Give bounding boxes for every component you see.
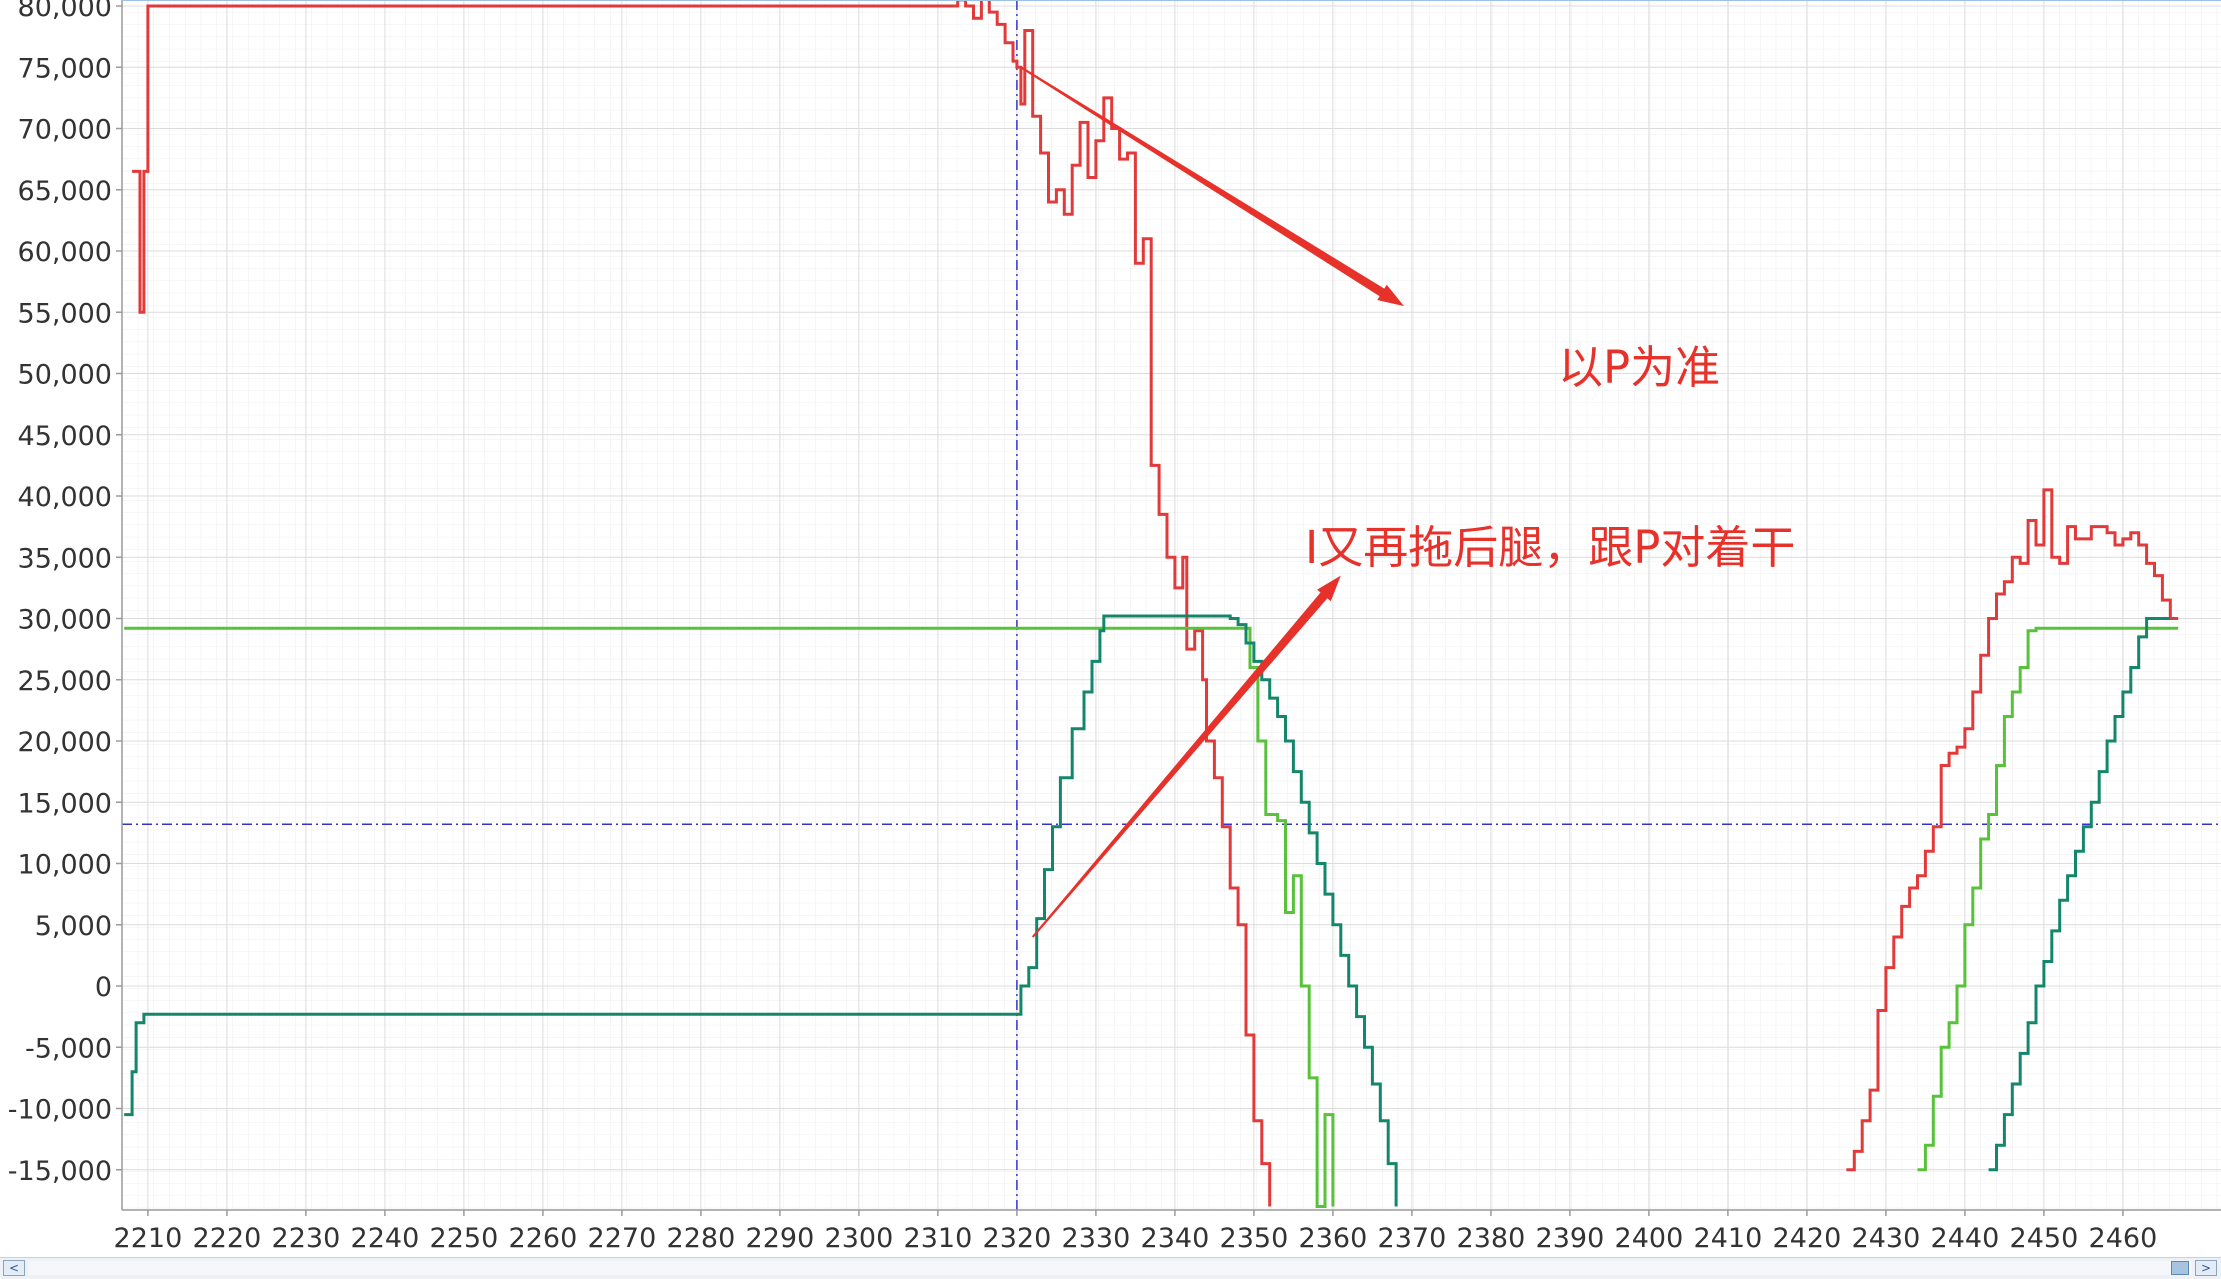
y-tick-label: 5,000 (35, 911, 112, 942)
x-tick-label: 2270 (588, 1223, 657, 1254)
x-tick-label: 2380 (1457, 1223, 1526, 1254)
x-tick-label: 2460 (2089, 1223, 2158, 1254)
chevron-left-icon: < (8, 1261, 20, 1275)
series-lines (124, 0, 2179, 1208)
x-tick-label: 2300 (825, 1223, 894, 1254)
horizontal-scrollbar[interactable]: < > (0, 1257, 2221, 1279)
x-tick-label: 2250 (430, 1223, 499, 1254)
y-tick-label: 10,000 (18, 850, 112, 881)
x-tick-label: 2400 (1615, 1223, 1684, 1254)
x-tick-label: 2290 (746, 1223, 815, 1254)
y-tick-label: 40,000 (18, 482, 112, 513)
x-tick-label: 2410 (1694, 1223, 1763, 1254)
plot-background (122, 0, 2221, 1210)
series-line-3 (1917, 626, 2179, 1172)
x-tick-label: 2360 (1299, 1223, 1368, 1254)
x-tick-label: 2390 (1536, 1223, 1605, 1254)
y-tick-label: 25,000 (18, 666, 112, 697)
y-tick-label: 70,000 (18, 115, 112, 146)
x-tick-label: 2230 (272, 1223, 341, 1254)
chevron-right-icon: > (2200, 1261, 2212, 1275)
x-tick-label: 2260 (509, 1223, 578, 1254)
x-tick-label: 2320 (983, 1223, 1052, 1254)
y-tick-label: 20,000 (18, 727, 112, 758)
y-tick-label: 35,000 (18, 543, 112, 574)
y-tick-label: 50,000 (18, 360, 112, 391)
x-tick-label: 2420 (1773, 1223, 1842, 1254)
x-tick-label: 2440 (1931, 1223, 2000, 1254)
x-tick-label: 2220 (193, 1223, 262, 1254)
annotation-label-1: I又再拖后腿，跟P对着干 (1305, 521, 1795, 574)
series-line-2 (124, 626, 1335, 1208)
y-tick-label: 60,000 (18, 237, 112, 268)
annotations: 以P为准 I又再拖后腿，跟P对着干 (1020, 66, 1795, 938)
scrollbar-thumb[interactable] (2171, 1261, 2189, 1275)
y-tick-label: -15,000 (8, 1156, 112, 1187)
scrollbar-track[interactable] (28, 1261, 2192, 1275)
annotation-arrow-0 (1020, 66, 1404, 307)
x-tick-label: 2210 (114, 1223, 183, 1254)
crosshair (122, 0, 2221, 1210)
scroll-right-button[interactable]: > (2195, 1260, 2217, 1276)
series-line-4 (124, 614, 1398, 1207)
y-tick-label: 15,000 (18, 788, 112, 819)
x-axis-ticks: 2210 2220 2230 2240 2250 2260 2270 2280 2290 2300… (114, 1210, 2158, 1254)
y-tick-label: 0 (95, 972, 112, 1003)
x-tick-label: 2350 (1220, 1223, 1289, 1254)
y-axis-ticks: 80,000 75,000 70,000 65,000 60,000 55,000 50,0… (8, 0, 122, 1187)
annotation-label-0: 以P为准 (1558, 341, 1720, 394)
x-tick-label: 2430 (1852, 1223, 1921, 1254)
series-line-5 (1988, 617, 2171, 1172)
y-tick-label: 30,000 (18, 605, 112, 636)
y-tick-label: 55,000 (18, 298, 112, 329)
x-tick-label: 2310 (904, 1223, 973, 1254)
axes (121, 0, 2221, 1211)
annotation-arrow-1 (1031, 575, 1341, 938)
x-tick-label: 2370 (1378, 1223, 1447, 1254)
x-tick-label: 2340 (1141, 1223, 1210, 1254)
x-tick-label: 2240 (351, 1223, 420, 1254)
minor-grid (122, 0, 2221, 1210)
scroll-left-button[interactable]: < (3, 1260, 25, 1276)
y-tick-label: -5,000 (25, 1033, 112, 1064)
y-tick-label: 75,000 (18, 53, 112, 84)
y-tick-label: 65,000 (18, 176, 112, 207)
x-tick-label: 2280 (667, 1223, 736, 1254)
x-tick-label: 2450 (2010, 1223, 2079, 1254)
y-tick-label: 45,000 (18, 421, 112, 452)
y-tick-label: -10,000 (8, 1095, 112, 1126)
y-tick-label: 80,000 (18, 0, 112, 23)
x-tick-label: 2330 (1062, 1223, 1131, 1254)
series-line-1 (1846, 488, 2179, 1172)
series-line-0 (132, 0, 1272, 1207)
